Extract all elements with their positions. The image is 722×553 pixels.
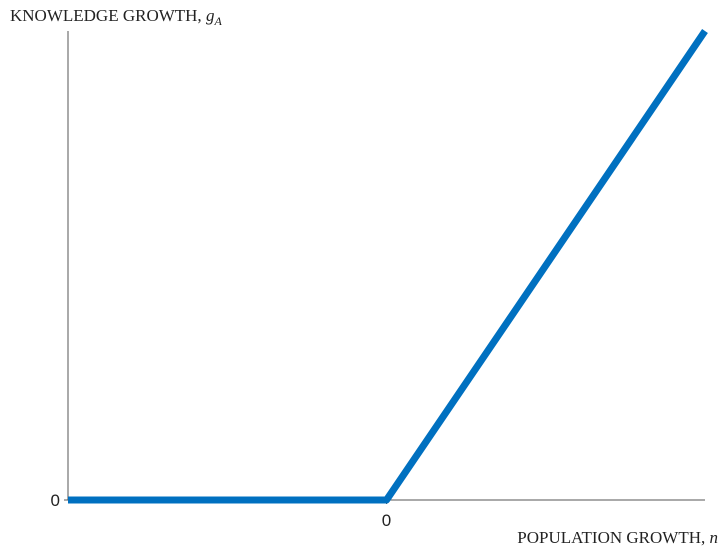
y-axis-label-text: KNOWLEDGE GROWTH, [10,6,206,25]
x-axis-label: POPULATION GROWTH, n [517,528,718,547]
x-axis-label-text: POPULATION GROWTH, [517,528,709,547]
x-tick-label: 0 [382,511,391,530]
x-axis-symbol: n [710,528,719,547]
y-axis-label: KNOWLEDGE GROWTH, gA [10,6,222,28]
y-tick-label: 0 [51,491,60,510]
series-line [68,29,708,504]
y-axis-subscript: A [213,14,222,28]
y-axis-symbol: g [206,6,215,25]
